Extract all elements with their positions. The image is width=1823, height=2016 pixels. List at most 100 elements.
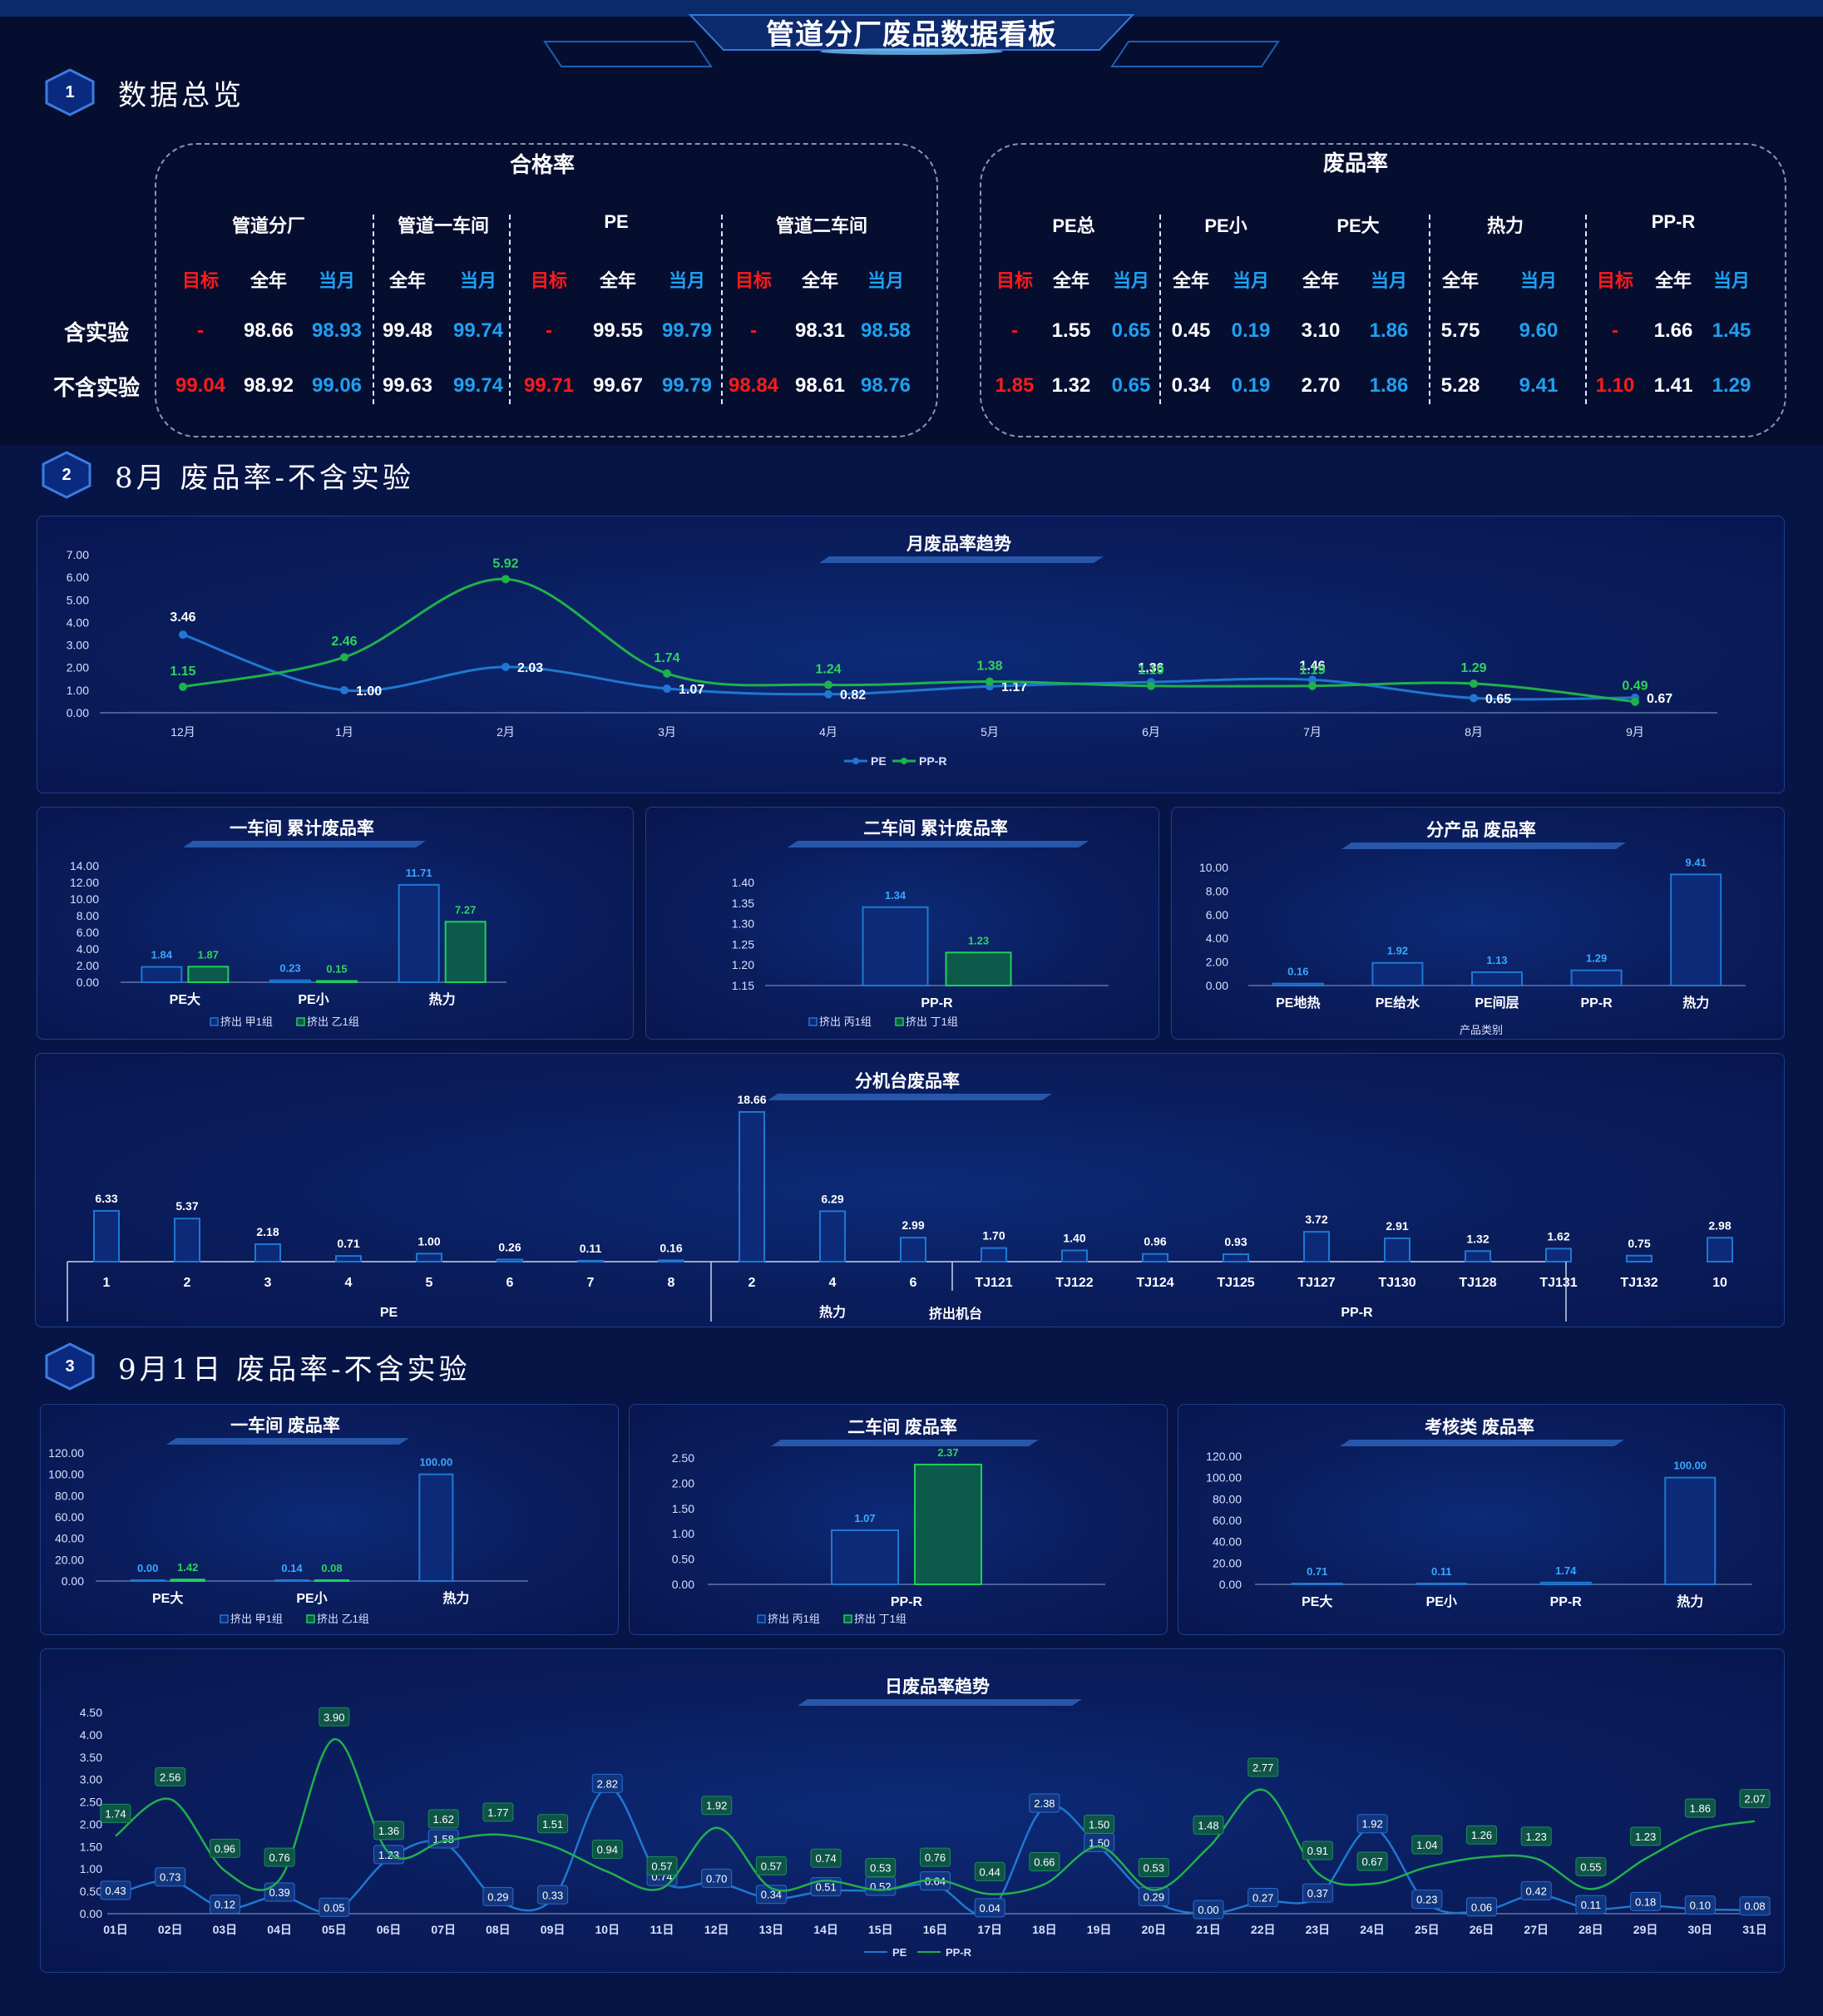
data-label: 1.62 bbox=[433, 1813, 454, 1826]
y-tick-label: 60.00 bbox=[1213, 1514, 1242, 1527]
value-cell: 1.86 bbox=[1369, 374, 1409, 397]
y-tick-label: 20.00 bbox=[1213, 1556, 1242, 1569]
value-cell: 99.79 bbox=[661, 319, 713, 342]
data-label: 0.43 bbox=[105, 1885, 126, 1897]
data-label: 0.76 bbox=[925, 1851, 946, 1864]
y-tick-label: 3.50 bbox=[80, 1751, 102, 1764]
group-header: 热力 bbox=[1486, 215, 1524, 236]
data-label: 1.62 bbox=[1547, 1229, 1569, 1243]
bar bbox=[269, 979, 311, 983]
group-header: PP-R bbox=[1651, 211, 1696, 232]
data-label: 0.39 bbox=[269, 1886, 289, 1899]
data-label: 0.76 bbox=[269, 1851, 289, 1864]
data-label: 2.18 bbox=[256, 1225, 279, 1238]
y-tick-label: 1.00 bbox=[80, 1862, 102, 1875]
data-label-box bbox=[319, 1897, 350, 1917]
data-label-box bbox=[1302, 1883, 1333, 1903]
y-tick-label: 8.00 bbox=[1206, 884, 1228, 897]
y-tick-label: 0.00 bbox=[67, 706, 89, 719]
bar bbox=[577, 1259, 604, 1262]
data-label: 0.11 bbox=[1581, 1899, 1601, 1911]
data-label: 2.77 bbox=[1252, 1762, 1273, 1774]
data-label: 0.51 bbox=[815, 1881, 836, 1894]
data-label: 0.96 bbox=[1144, 1235, 1166, 1248]
x-category-label: TJ124 bbox=[1136, 1276, 1173, 1290]
section-number: 2 bbox=[62, 466, 72, 484]
data-point bbox=[1147, 681, 1155, 690]
y-tick-label: 2.00 bbox=[80, 1817, 102, 1831]
x-category-label: PE地热 bbox=[1276, 995, 1320, 1010]
y-tick-label: 1.50 bbox=[80, 1840, 102, 1853]
value-cell: 0.65 bbox=[1111, 374, 1151, 397]
column-header: 当月 bbox=[459, 270, 497, 291]
value-cell: 99.06 bbox=[311, 374, 363, 397]
bar bbox=[945, 951, 1012, 987]
column-header: 当月 bbox=[1112, 270, 1150, 291]
column-header: 当月 bbox=[1232, 270, 1270, 291]
x-category-label: TJ125 bbox=[1217, 1276, 1254, 1290]
x-category-label: 热力 bbox=[442, 1590, 469, 1606]
data-label-box bbox=[1029, 1793, 1060, 1813]
x-category-label: 8 bbox=[668, 1276, 675, 1290]
group-header: PE大 bbox=[1336, 215, 1380, 236]
data-label-box bbox=[920, 1847, 951, 1867]
bar bbox=[1303, 1231, 1330, 1262]
data-label-box bbox=[155, 1766, 186, 1786]
bar bbox=[831, 1529, 899, 1585]
bar bbox=[1272, 982, 1324, 986]
data-label: 1.32 bbox=[1466, 1232, 1489, 1245]
workshop2-cumulative-panel: 二车间 累计废品率 1.40 1.35 1.30 1.25 1.20 1.15 PP-R 1.3… bbox=[645, 807, 1159, 1040]
data-label-box bbox=[155, 1867, 186, 1887]
data-label: 5.92 bbox=[492, 556, 518, 571]
data-label: 1.17 bbox=[1001, 680, 1027, 694]
data-label: 0.18 bbox=[1635, 1895, 1656, 1908]
data-label: 0.91 bbox=[1307, 1845, 1328, 1857]
value-cell: 1.32 bbox=[1051, 374, 1091, 397]
x-category-label: 4 bbox=[345, 1276, 353, 1290]
x-category-label: 2 bbox=[748, 1276, 756, 1290]
column-divider bbox=[1585, 215, 1587, 404]
data-label: 0.49 bbox=[1622, 679, 1648, 694]
value-cell: 1.66 bbox=[1653, 319, 1693, 342]
data-label: 0.65 bbox=[1485, 692, 1511, 706]
data-label: 100.00 bbox=[1673, 1460, 1707, 1472]
data-label: 1.42 bbox=[177, 1561, 198, 1574]
data-label: 18.66 bbox=[737, 1093, 766, 1106]
data-label: 0.55 bbox=[1580, 1860, 1601, 1873]
section-title: 数据总览 bbox=[118, 78, 245, 112]
pass-rate-box bbox=[155, 143, 938, 437]
legend-label: PE bbox=[871, 754, 887, 768]
y-tick-label: 4.00 bbox=[67, 615, 89, 629]
column-header: 当月 bbox=[1370, 270, 1408, 291]
data-label-box bbox=[1520, 1826, 1552, 1846]
y-tick-label: 4.50 bbox=[80, 1706, 102, 1719]
data-label-box bbox=[1356, 1814, 1388, 1834]
y-tick-label: 1.35 bbox=[732, 897, 754, 910]
x-axis-title: 产品类别 bbox=[1460, 1024, 1503, 1036]
x-tick-label: 9月 bbox=[1626, 725, 1644, 739]
data-label: 1.48 bbox=[1198, 1819, 1218, 1831]
chart-title: 二车间 废品率 bbox=[847, 1417, 957, 1437]
data-label-box bbox=[1466, 1897, 1497, 1917]
data-label: 0.70 bbox=[706, 1872, 727, 1885]
x-category-label: PP-R bbox=[1580, 996, 1613, 1010]
data-label: 1.19 bbox=[1299, 664, 1325, 678]
data-label: 1.07 bbox=[679, 683, 704, 697]
data-label-box bbox=[1684, 1895, 1716, 1915]
data-label: 0.23 bbox=[1416, 1894, 1437, 1906]
legend-label: 挤出 甲1组 bbox=[230, 1613, 283, 1625]
data-label-box bbox=[865, 1857, 897, 1877]
group-label: PE bbox=[380, 1306, 398, 1320]
x-category-label: PP-R bbox=[921, 996, 953, 1010]
column-header: 当月 bbox=[1712, 270, 1751, 291]
data-label: 1.23 bbox=[1526, 1831, 1547, 1843]
x-tick-label: 10日 bbox=[595, 1923, 620, 1936]
value-cell: 98.93 bbox=[311, 319, 363, 342]
data-label: 3.72 bbox=[1305, 1213, 1327, 1226]
y-tick-label: 4.00 bbox=[80, 1728, 102, 1742]
legend-swatch bbox=[757, 1614, 766, 1623]
group-header: 管道分厂 bbox=[231, 215, 306, 236]
x-category-label: 4 bbox=[829, 1276, 837, 1290]
y-tick-label: 7.00 bbox=[67, 548, 89, 561]
data-label: 9.41 bbox=[1686, 856, 1707, 868]
